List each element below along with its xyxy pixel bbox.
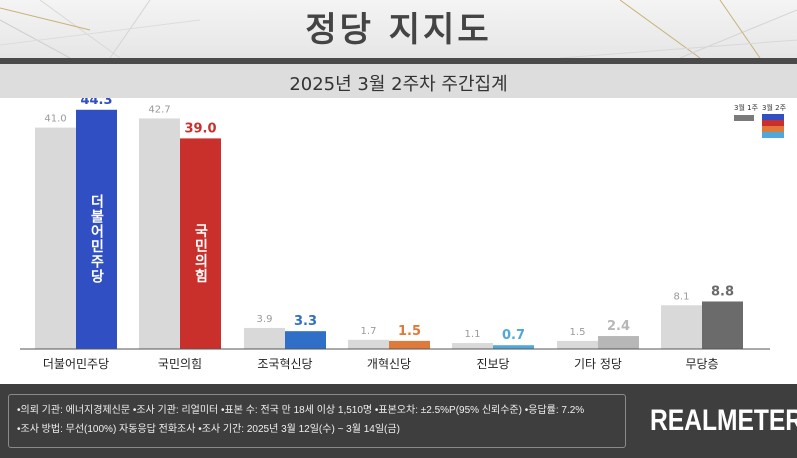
value-label-week2-1: 39.0 [184, 121, 216, 136]
bar-week1-1 [139, 118, 180, 349]
survey-notes: •의뢰 기관: 에너지경제신문 •조사 기관: 리얼미터 •표본 수: 전국 만… [8, 394, 626, 448]
subtitle-bar: 2025년 3월 2주차 주간집계 [0, 64, 797, 98]
bar-chart: 3월 1주 3월 2주 41.0 44.3 더불어민주당 42.7 39.0 국민의힘 3.… [20, 98, 787, 371]
bar-week2-6 [702, 301, 743, 349]
value-label-week1-4: 1.1 [465, 329, 481, 340]
legend-swatch-week2-2 [762, 120, 784, 126]
value-label-week1-5: 1.5 [570, 327, 586, 338]
category-label-5: 기타 정당 [574, 357, 622, 371]
legend-swatches-week2 [762, 114, 784, 138]
value-label-week2-2: 3.3 [294, 314, 317, 329]
value-label-week1-0: 41.0 [44, 114, 66, 125]
bar-week2-4 [493, 345, 534, 349]
bar-week1-3 [348, 339, 389, 349]
bar-week1-0 [35, 127, 76, 349]
party-logo-text-0: 더불어민주당 [89, 194, 105, 284]
bar-week2-0 [76, 109, 117, 349]
value-label-week2-6: 8.8 [711, 284, 734, 299]
category-label-4: 진보당 [476, 357, 509, 371]
value-label-week1-1: 42.7 [148, 104, 170, 115]
category-label-3: 개혁신당 [367, 357, 411, 371]
chart-subtitle: 2025년 3월 2주차 주간집계 [289, 74, 508, 95]
divider-band [0, 58, 797, 64]
bar-week2-2 [285, 331, 326, 349]
value-label-week2-4: 0.7 [502, 328, 525, 343]
category-labels: 더불어민주당 국민의힘 조국혁신당 개혁신당 진보당 기타 정당 무당층 [43, 357, 719, 371]
value-label-week2-3: 1.5 [398, 324, 421, 339]
legend-label-week2: 3월 2주 [762, 103, 787, 112]
party-logo-text-1: 국민의힘 [193, 224, 209, 284]
brand-logo: REALMETER [650, 404, 797, 437]
bars-group: 41.0 44.3 더불어민주당 42.7 39.0 국민의힘 3.9 3.3 1.7 1.5 1.… [35, 98, 743, 349]
value-label-week2-0: 44.3 [80, 98, 112, 108]
legend-label-week1: 3월 1주 [734, 103, 759, 112]
bar-week2-1 [180, 138, 221, 349]
notes-line-1: •의뢰 기관: 에너지경제신문 •조사 기관: 리얼미터 •표본 수: 전국 만… [17, 405, 585, 416]
legend-swatch-week2-3 [762, 126, 784, 132]
bar-week2-3 [389, 340, 430, 349]
legend-swatch-week2-1 [762, 114, 784, 120]
footer: •의뢰 기관: 에너지경제신문 •조사 기관: 리얼미터 •표본 수: 전국 만… [0, 384, 797, 458]
bar-week1-4 [452, 343, 493, 349]
legend-swatch-week1 [734, 115, 754, 121]
category-label-6: 무당층 [685, 357, 718, 371]
value-label-week1-2: 3.9 [257, 314, 273, 325]
header-banner: 정당 지지도 [0, 0, 797, 58]
decorative-lines [0, 0, 797, 58]
value-label-week1-3: 1.7 [361, 326, 377, 337]
value-label-week1-6: 8.1 [674, 291, 690, 302]
value-label-week2-5: 2.4 [607, 319, 630, 334]
category-label-1: 국민의힘 [158, 357, 202, 371]
page-title: 정당 지지도 [305, 10, 492, 50]
bar-week1-6 [661, 305, 702, 349]
bar-week1-2 [244, 327, 285, 349]
category-label-2: 조국혁신당 [257, 357, 312, 371]
bar-week2-5 [598, 336, 639, 349]
legend-swatch-week2-4 [762, 132, 784, 138]
notes-line-2: •조사 방법: 무선(100%) 자동응답 전화조사 •조사 기간: 2025년… [17, 424, 400, 435]
category-label-0: 더불어민주당 [43, 357, 109, 371]
bar-week1-5 [557, 340, 598, 349]
legend: 3월 1주 3월 2주 [734, 103, 787, 138]
